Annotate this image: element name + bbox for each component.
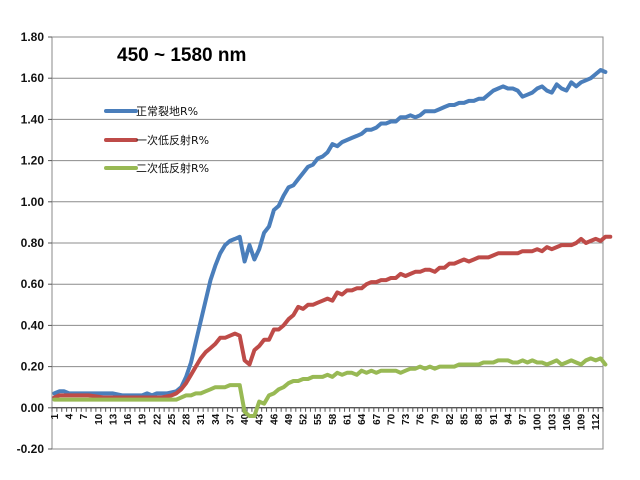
x-tick-label: 97 xyxy=(518,413,529,425)
y-tick-label: 0.20 xyxy=(21,360,45,374)
x-tick-label: 76 xyxy=(416,413,427,425)
x-tick-label: 37 xyxy=(225,413,236,425)
x-tick-label: 7 xyxy=(79,413,90,419)
y-tick-label: 1.60 xyxy=(21,71,45,85)
y-tick-label: -0.20 xyxy=(17,442,45,456)
x-tick-label: 43 xyxy=(255,413,266,425)
legend-label-first-low: 一次低反射R% xyxy=(136,133,209,147)
x-tick-label: 79 xyxy=(430,413,441,425)
x-tick-label: 46 xyxy=(269,413,280,425)
legend-label-second-low: 二次低反射R% xyxy=(136,161,209,175)
x-tick-label: 34 xyxy=(211,413,222,425)
x-tick-label: 103 xyxy=(547,413,558,430)
y-tick-label: 1.80 xyxy=(21,30,45,44)
x-tick-label: 13 xyxy=(108,413,119,425)
x-tick-label: 49 xyxy=(284,413,295,425)
x-tick-label: 52 xyxy=(299,413,310,425)
x-tick-label: 91 xyxy=(489,413,500,425)
x-tick-label: 58 xyxy=(328,413,339,425)
x-tick-label: 55 xyxy=(313,413,324,425)
x-tick-label: 64 xyxy=(357,413,368,425)
x-tick-label: 82 xyxy=(445,413,456,425)
y-axis: -0.20 0.00 0.20 0.40 0.60 0.80 1.00 1.20 1.40 1.6… xyxy=(17,30,52,456)
x-tick-label: 31 xyxy=(196,413,207,425)
x-tick-label: 109 xyxy=(577,413,588,430)
x-tick-label: 67 xyxy=(372,413,383,425)
legend-label-normal: 正常裂地R% xyxy=(136,105,198,118)
y-tick-label: 0.40 xyxy=(21,318,45,332)
y-tick-label: 0.60 xyxy=(21,277,45,291)
y-tick-label: 1.40 xyxy=(21,112,45,126)
x-tick-label: 94 xyxy=(503,413,514,425)
x-tick-label: 16 xyxy=(123,413,134,425)
x-tick-label: 112 xyxy=(591,413,602,430)
y-tick-label: 1.20 xyxy=(21,154,45,168)
x-tick-label: 100 xyxy=(533,413,544,430)
grid-lines xyxy=(51,36,604,450)
series-line-2 xyxy=(52,356,608,418)
x-tick-label: 4 xyxy=(65,413,76,419)
x-tick-label: 88 xyxy=(474,413,485,425)
x-tick-label: 70 xyxy=(386,413,397,425)
x-axis: 1 4 7 10 13 16 19 22 25 28 31 34 37 40 43 46 49 52 55 58 61 6… xyxy=(50,407,604,430)
legend-item-first-low: 一次低反射R% xyxy=(104,133,209,147)
legend-item-second-low: 二次低反射R% xyxy=(104,161,209,175)
series-line-1 xyxy=(52,234,613,400)
chart-title: 450 ~ 1580 nm xyxy=(117,45,246,66)
series-lines xyxy=(52,68,613,418)
legend-item-normal: 正常裂地R% xyxy=(104,105,198,118)
y-tick-label: 0.80 xyxy=(21,236,45,250)
x-tick-label: 40 xyxy=(240,413,251,425)
x-tick-label: 1 xyxy=(50,413,61,419)
x-tick-label: 22 xyxy=(152,413,163,425)
y-tick-label: 1.00 xyxy=(21,195,45,209)
x-tick-label: 19 xyxy=(138,413,149,425)
series-line-0 xyxy=(52,68,608,398)
x-tick-label: 73 xyxy=(401,413,412,425)
x-tick-label: 61 xyxy=(343,413,354,425)
legend: 正常裂地R% 一次低反射R% 二次低反射R% xyxy=(104,105,209,175)
x-tick-label: 10 xyxy=(94,413,105,425)
x-tick-label: 25 xyxy=(167,413,178,425)
x-tick-label: 85 xyxy=(460,413,471,425)
y-tick-label: 0.00 xyxy=(21,401,45,415)
x-tick-label: 28 xyxy=(182,413,193,425)
x-tick-label: 106 xyxy=(562,413,573,430)
